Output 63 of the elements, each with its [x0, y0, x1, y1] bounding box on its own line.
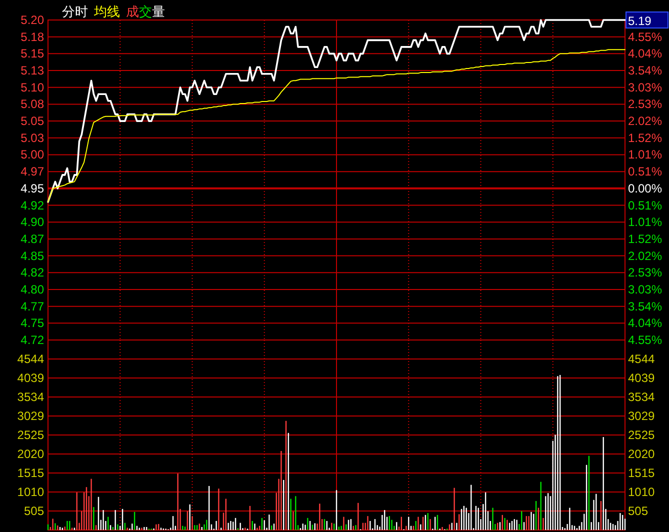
- y-tick-label: 4.95: [20, 181, 44, 196]
- y2-tick-label: 4544: [628, 352, 656, 366]
- text: 均线: [93, 4, 120, 19]
- y-tick-label: 5.05: [20, 114, 44, 128]
- y2-tick-label: 2.02%: [628, 248, 662, 263]
- y2-tick-label: 4.55%: [628, 333, 662, 347]
- y-tick-label: 4.85: [20, 248, 44, 263]
- y2-tick-label: 0.51%: [628, 164, 662, 179]
- y-tick-label: 5.00: [20, 148, 44, 162]
- y2-tick-label: 3.03%: [628, 282, 662, 296]
- y2-tick-label: 2020: [628, 446, 656, 461]
- y2-tick-label: 3.03%: [628, 80, 662, 94]
- y-tick-label: 4.87: [20, 232, 44, 246]
- y-tick-label: 4039: [17, 371, 44, 386]
- y2-tick-label: 1010: [628, 484, 656, 499]
- y-tick-label: 2020: [17, 446, 44, 461]
- y-tick-label: 2525: [17, 428, 44, 442]
- y-tick-label: 4.90: [20, 215, 44, 230]
- y2-tick-label: 2525: [628, 428, 656, 442]
- y2-tick-label: 4.55%: [628, 30, 662, 44]
- line-series: [47, 19, 626, 203]
- y2-tick-label: 0.51%: [628, 198, 662, 212]
- y-tick-label: 1515: [17, 466, 44, 480]
- y-tick-label: 4.82: [20, 266, 44, 280]
- y2-tick-label: 1.52%: [628, 130, 662, 145]
- line-series: [48, 49, 626, 202]
- y2-tick-label: 2.53%: [628, 266, 662, 280]
- y-tick-label: 5.15: [20, 46, 44, 61]
- y2-tick-label: 1515: [628, 466, 656, 480]
- chart-title: 分时: [62, 4, 88, 19]
- y-tick-label: 4.80: [20, 282, 44, 296]
- y2-tick-label: 2.53%: [628, 97, 662, 112]
- y2-tick-label: 4039: [628, 371, 656, 386]
- y-tick-label: 5.10: [20, 80, 44, 94]
- y2-tick-label: 1.52%: [628, 232, 662, 246]
- y-tick-label: 4.72: [20, 333, 44, 347]
- y2-tick-label: 3.54%: [628, 64, 662, 78]
- y2-tick-label: 2.02%: [628, 114, 662, 128]
- y-tick-label: 3534: [17, 390, 44, 404]
- y-tick-label: 5.13: [20, 64, 44, 78]
- y-tick-label: 5.20: [20, 13, 44, 27]
- y2-tick-label: 3.54%: [628, 299, 662, 314]
- y2-tick-label: 4.04%: [628, 46, 662, 61]
- y-tick-label: 505: [24, 504, 44, 518]
- y-tick-label: 5.08: [20, 97, 44, 112]
- y-tick-label: 4.92: [20, 198, 44, 212]
- y-tick-label: 4.77: [20, 299, 44, 314]
- y-tick-label: 4.75: [20, 316, 44, 330]
- y-tick-label: 5.03: [20, 130, 44, 145]
- y2-tick-label: 4.04%: [628, 316, 662, 330]
- y2-tick-label: 3534: [628, 390, 656, 404]
- y2-tick-label: 505: [628, 504, 648, 518]
- y-tick-label: 5.18: [20, 30, 44, 44]
- y-tick-label: 4544: [17, 352, 44, 366]
- y-tick-label: 4.97: [20, 164, 44, 179]
- y2-tick-label: 3029: [628, 409, 656, 424]
- y-tick-label: 1010: [17, 484, 44, 499]
- y-tick-label: 3029: [17, 409, 44, 424]
- y2-tick-label: 1.01%: [628, 148, 662, 162]
- text: 5.19: [628, 14, 652, 28]
- y2-tick-label: 0.00%: [628, 181, 662, 196]
- y2-tick-label: 1.01%: [628, 215, 662, 230]
- text: 成交量: [126, 4, 165, 19]
